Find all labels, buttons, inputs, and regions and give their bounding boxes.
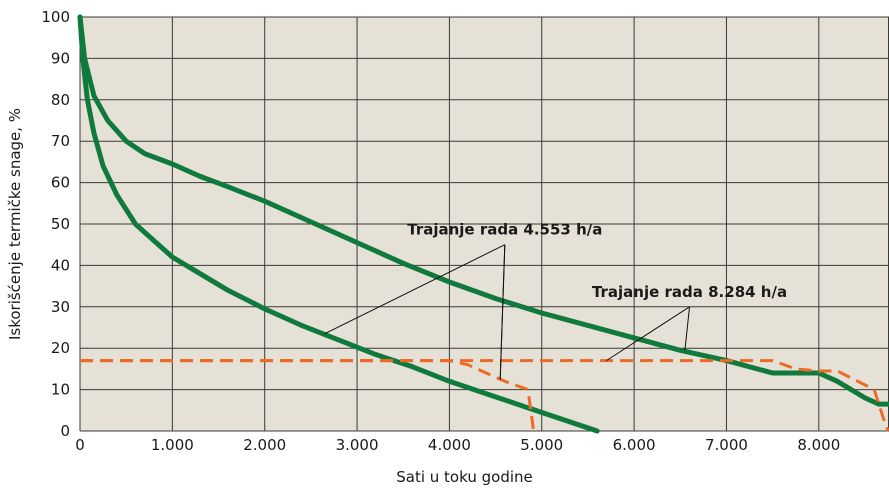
- x-axis-ticks: 0 1.000 2.000 3.000 4.000 5.000 6.000 7.000 8.00…: [75, 436, 840, 454]
- annotation-1-pointer: [324, 244, 506, 335]
- x-tick-label: 2.000: [243, 436, 286, 454]
- annotation-2-label: Trajanje rada 8.284 h/a: [592, 283, 787, 301]
- y-tick-label: 60: [51, 174, 70, 192]
- x-tick-label: 8.000: [797, 436, 840, 454]
- annotations: Trajanje rada 4.553 h/a Trajanje rada 8.2…: [324, 221, 787, 380]
- y-tick-label: 30: [51, 298, 70, 316]
- x-tick-label: 1.000: [151, 436, 194, 454]
- series-group: [77, 14, 889, 434]
- series-4-dashed-line: [80, 359, 889, 432]
- y-tick-label: 10: [51, 381, 70, 399]
- y-tick-label: 40: [51, 256, 70, 274]
- annotation-2-pointer: [684, 306, 691, 351]
- y-tick-label: 0: [60, 422, 70, 440]
- series-1-solid-line: [77, 14, 600, 434]
- series-2-solid-line: [77, 14, 889, 407]
- x-tick-label: 5.000: [520, 436, 563, 454]
- y-tick-label: 90: [51, 49, 70, 67]
- x-tick-label: 0: [75, 436, 85, 454]
- y-axis-ticks: 0 10 20 30 40 50 60 70 80 90 100: [41, 8, 70, 440]
- x-tick-label: 6.000: [613, 436, 656, 454]
- annotation-1-label: Trajanje rada 4.553 h/a: [407, 221, 602, 239]
- grid: [79, 16, 889, 432]
- y-tick-label: 50: [51, 215, 70, 233]
- annotation-2-pointer: [606, 306, 690, 362]
- x-axis-label: Sati u toku godine: [396, 468, 533, 486]
- y-tick-label: 20: [51, 339, 70, 357]
- y-tick-label: 70: [51, 132, 70, 150]
- y-tick-label: 80: [51, 91, 70, 109]
- y-tick-label: 100: [41, 8, 70, 26]
- x-tick-label: 4.000: [428, 436, 471, 454]
- annotation-1-pointer: [499, 244, 506, 380]
- y-axis-label: Iskorišćenje termičke snage, %: [6, 108, 24, 340]
- x-tick-label: 7.000: [705, 436, 748, 454]
- x-tick-label: 3.000: [336, 436, 379, 454]
